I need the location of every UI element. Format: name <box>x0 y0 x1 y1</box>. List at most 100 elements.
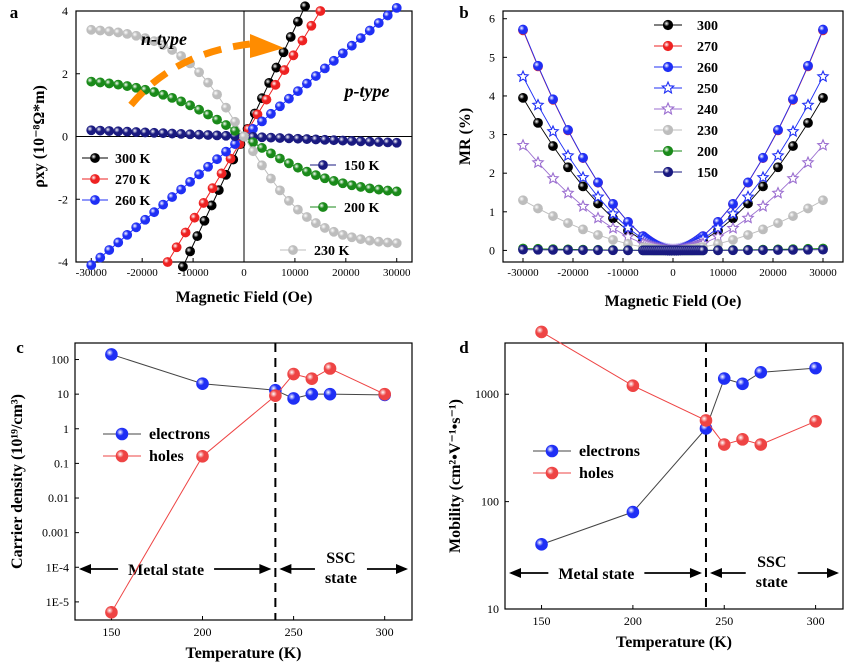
legend-label: 150 <box>697 166 718 181</box>
y-tick-label: 0 <box>62 130 68 144</box>
data-point <box>105 606 118 619</box>
data-point <box>293 133 303 144</box>
legend-label: 300 <box>697 19 718 34</box>
y-tick-label: 5 <box>489 50 495 64</box>
y-tick-label: 0.1 <box>54 456 69 470</box>
data-point <box>816 69 830 83</box>
data-point <box>180 227 191 238</box>
y-tick-label: 4 <box>62 4 68 18</box>
x-tick-label: -20000 <box>127 267 159 279</box>
legend-label: holes <box>579 465 614 482</box>
data-point <box>803 203 813 214</box>
data-point <box>563 162 573 173</box>
data-point <box>803 117 813 128</box>
data-point <box>337 178 348 189</box>
data-point <box>122 229 133 240</box>
y-tick-label: 2 <box>489 166 495 180</box>
data-point <box>578 152 588 163</box>
legend-label: 240 <box>697 103 718 118</box>
data-point <box>728 234 738 245</box>
region-label: state <box>756 574 788 591</box>
data-point <box>578 245 588 255</box>
x-tick-label: -30000 <box>507 267 539 279</box>
data-point <box>212 89 222 100</box>
legend-marker <box>660 101 676 116</box>
data-point <box>167 45 178 55</box>
data-point <box>261 94 272 105</box>
panel-a: -30000 -20000 -10000 0 10000 20000 30000-4-202… <box>10 1 413 306</box>
data-point <box>801 98 815 111</box>
region-label: state <box>325 570 357 587</box>
data-point <box>728 245 738 256</box>
data-point <box>736 433 749 446</box>
transition-arrow <box>128 40 251 108</box>
legend-marker <box>662 124 674 136</box>
region-label-bg <box>745 547 798 591</box>
data-point <box>171 242 182 253</box>
data-point <box>754 438 768 451</box>
data-point <box>275 101 285 112</box>
legend-label: 230 <box>697 124 718 139</box>
data-point <box>199 215 210 226</box>
data-point <box>203 77 213 88</box>
data-point <box>287 367 300 381</box>
x-axis-label: Magnetic Field (Oe) <box>176 289 313 306</box>
data-point <box>786 171 800 185</box>
data-point <box>185 177 195 187</box>
data-point <box>266 173 276 184</box>
legend-marker <box>90 153 100 163</box>
data-point <box>773 245 783 255</box>
data-point <box>293 204 303 215</box>
data-point <box>149 36 160 47</box>
data-point <box>576 199 590 212</box>
data-point <box>95 25 106 36</box>
data-point <box>113 126 124 137</box>
data-point <box>818 244 828 255</box>
y-tick-label: -2 <box>58 192 68 206</box>
x-axis-label: Temperature (K) <box>186 645 302 662</box>
data-point <box>212 130 222 141</box>
data-point <box>373 236 384 247</box>
data-point <box>86 125 97 136</box>
data-point <box>726 206 740 220</box>
x-tick-label: -10000 <box>607 267 639 279</box>
series-line <box>111 353 385 399</box>
x-tick-label: 20000 <box>332 267 360 279</box>
x-tick-label: 200 <box>624 614 642 628</box>
data-point <box>743 245 753 256</box>
data-point <box>266 132 276 143</box>
data-point <box>698 245 708 256</box>
legend-label: 300 K <box>115 152 151 167</box>
data-point <box>287 392 300 405</box>
data-point <box>533 203 543 214</box>
panel-c: 150 200 250 300 1E-5 1E-4 0.001 0.01 0.1 1 10 100 Te… <box>9 338 413 662</box>
data-point <box>140 127 151 138</box>
y-tick-label: 10 <box>57 387 69 401</box>
legend-marker <box>662 40 674 52</box>
y-tick-label: 1000 <box>475 387 499 401</box>
data-point <box>284 195 294 206</box>
x-tick-label: 20000 <box>759 267 787 279</box>
data-point <box>563 125 573 135</box>
data-point <box>113 27 124 38</box>
data-point <box>516 69 530 83</box>
data-point <box>756 199 770 212</box>
data-point <box>319 223 330 233</box>
y-tick-label: 3 <box>489 128 495 142</box>
data-point <box>301 78 312 89</box>
data-point <box>741 190 755 203</box>
data-point <box>113 79 124 90</box>
data-point <box>548 244 558 255</box>
legend-marker <box>662 145 674 157</box>
panel-letter: d <box>459 338 469 357</box>
annotation-label: n-type <box>141 29 187 49</box>
data-point <box>328 135 339 146</box>
data-point <box>285 32 296 42</box>
x-tick-label: 30000 <box>809 267 837 279</box>
data-point <box>221 120 231 130</box>
data-point <box>809 361 822 375</box>
transition-arrowhead <box>250 34 284 58</box>
data-point <box>189 212 200 223</box>
data-point <box>771 186 785 199</box>
data-point <box>391 238 402 249</box>
